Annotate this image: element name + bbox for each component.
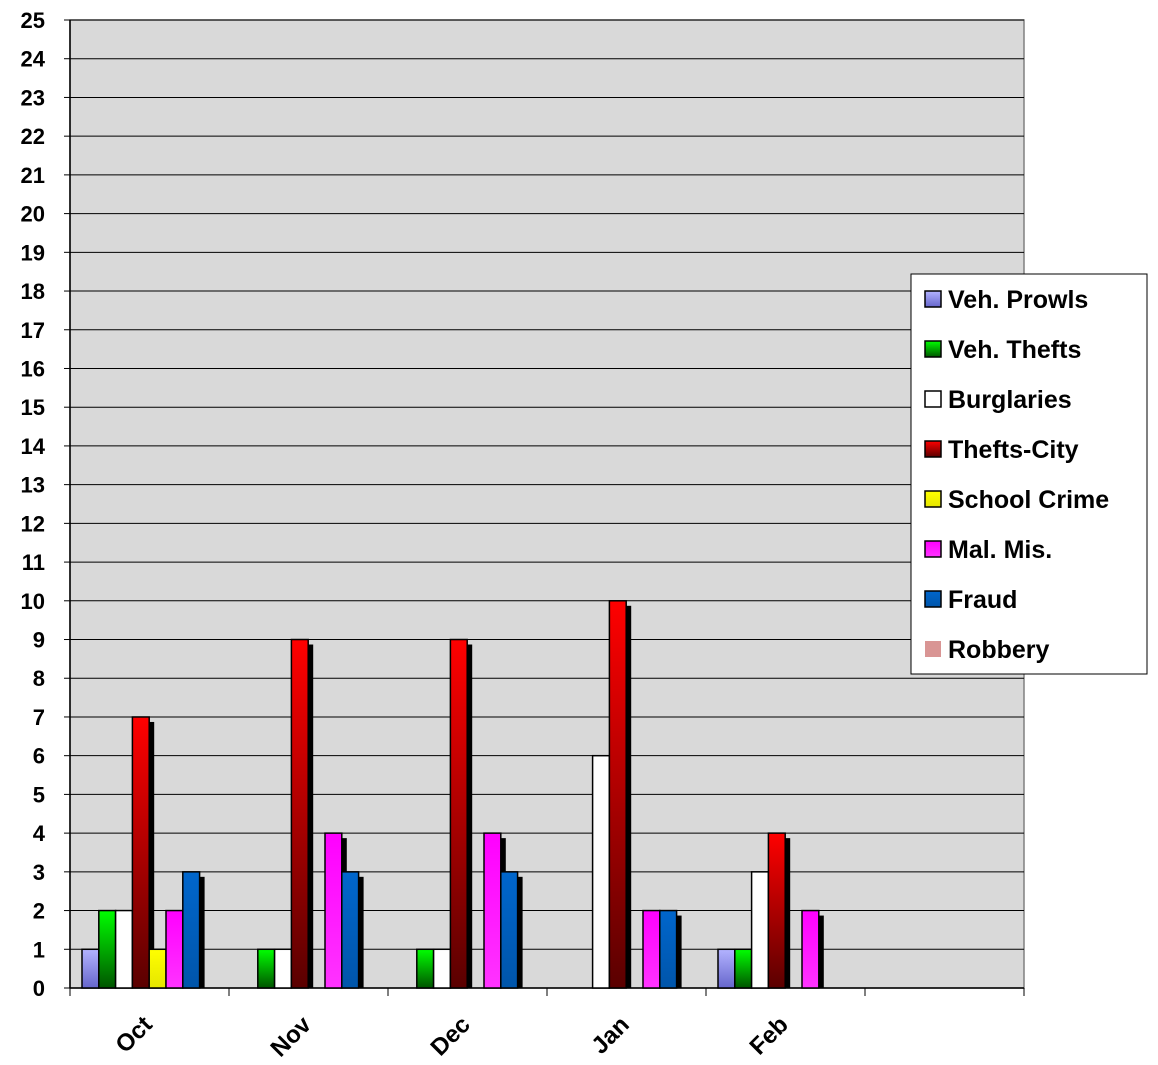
y-tick-label: 13 [21,473,45,498]
bar-veh-prowls-feb [717,948,736,989]
y-tick-label: 22 [21,124,45,149]
y-tick-label: 21 [21,163,45,188]
bar-burglaries-nov [273,948,293,989]
legend: Veh. Prowls Veh. Thefts Burglaries Thefts-C… [910,273,1148,675]
y-tick-label: 25 [21,8,45,33]
bar-veh-thefts-nov [257,948,276,989]
y-tick-label: 15 [21,395,45,420]
y-tick-label: 23 [21,85,45,110]
bar-thefts-city-nov [290,638,309,989]
y-tick-label: 2 [33,899,45,924]
y-tick-label: 14 [21,434,46,459]
legend-swatch [924,440,942,458]
x-category-label: Dec [426,1011,476,1061]
y-tick-label: 3 [33,860,45,885]
bar-burglaries-oct [114,909,134,989]
bar-thefts-city-feb [767,832,786,989]
y-tick-label: 7 [33,705,45,730]
legend-label: Burglaries [948,386,1072,414]
legend-label: Robbery [948,636,1050,664]
legend-swatch [924,390,942,408]
y-tick-label: 16 [21,356,45,381]
legend-swatch [924,340,942,358]
bar-thefts-city-jan [608,600,627,989]
bar-thefts-city-oct [131,716,150,989]
bar-veh-thefts-oct [98,909,117,989]
legend-swatch [924,290,942,308]
x-category-label: Feb [744,1011,793,1060]
y-tick-label: 4 [33,821,46,846]
legend-label: Veh. Prowls [948,286,1088,314]
y-tick-label: 18 [21,279,45,304]
y-tick-label: 6 [33,744,45,769]
x-category-label: Nov [266,1011,318,1063]
legend-label: Fraud [948,586,1017,614]
y-tick-label: 5 [33,782,45,807]
bar-mal-mis-dec [483,832,502,989]
bar-veh-thefts-feb [734,948,753,989]
y-tick-label: 12 [21,511,45,536]
legend-swatch [924,540,942,558]
legend-box [910,273,1148,675]
legend-label: Mal. Mis. [948,536,1052,564]
bar-thefts-city-dec [449,638,468,989]
legend-swatch [925,641,941,657]
gridlines [70,19,1024,950]
y-tick-label: 0 [33,976,45,1001]
y-tick-label: 9 [33,628,45,653]
bar-burglaries-feb [750,871,770,989]
bar-fraud-oct [182,871,201,989]
bar-fraud-dec [500,871,519,989]
legend-label: Thefts-City [948,436,1079,464]
x-category-label: Oct [110,1011,157,1058]
y-tick-label: 10 [21,589,45,614]
plot-area [69,19,1025,989]
bar-fraud-nov [341,871,360,989]
bar-veh-thefts-dec [416,948,435,989]
bar-mal-mis-nov [324,832,343,989]
bar-school-crime-oct [148,948,167,989]
bar-mal-mis-feb [801,909,820,989]
bar-mal-mis-oct [165,909,184,989]
legend-label: Veh. Thefts [948,336,1081,364]
legend-swatch [924,590,942,608]
bar-mal-mis-jan [642,909,661,989]
y-tick-label: 17 [21,318,45,343]
bar-burglaries-dec [432,948,452,989]
y-tick-label: 19 [21,240,45,265]
bar-fraud-jan [659,909,678,989]
legend-label: School Crime [948,486,1109,514]
legend-swatch [924,490,942,508]
bar-veh-prowls-oct [81,948,100,989]
x-category-label: Jan [586,1011,634,1059]
bars [81,600,824,989]
y-tick-label: 1 [33,937,45,962]
y-tick-label: 8 [33,666,45,691]
y-tick-label: 11 [22,550,45,575]
bar-burglaries-jan [591,754,611,989]
y-tick-label: 24 [21,47,46,72]
y-tick-label: 20 [21,202,45,227]
